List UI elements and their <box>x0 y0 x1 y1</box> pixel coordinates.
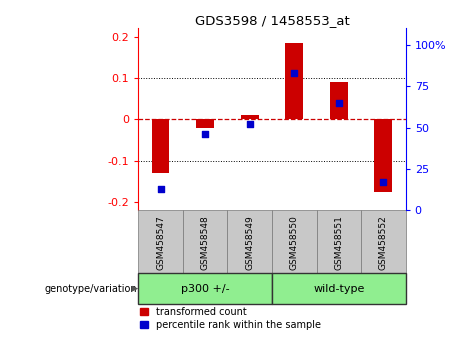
Bar <box>272 210 317 273</box>
Text: GSM458549: GSM458549 <box>245 215 254 270</box>
Point <box>335 100 343 105</box>
Bar <box>285 43 303 119</box>
Point <box>380 179 387 185</box>
Bar <box>317 210 361 273</box>
Point <box>201 131 209 137</box>
Text: genotype/variation: genotype/variation <box>45 284 137 293</box>
Title: GDS3598 / 1458553_at: GDS3598 / 1458553_at <box>195 14 349 27</box>
Bar <box>152 119 170 173</box>
Bar <box>361 210 406 273</box>
Bar <box>374 119 392 192</box>
Bar <box>196 119 214 128</box>
Bar <box>138 273 272 304</box>
Point <box>290 70 298 76</box>
Bar <box>138 210 183 273</box>
Text: GSM458551: GSM458551 <box>334 215 343 270</box>
Bar <box>330 82 348 119</box>
Bar <box>227 210 272 273</box>
Bar <box>272 273 406 304</box>
Point <box>246 121 254 127</box>
Text: GSM458550: GSM458550 <box>290 215 299 270</box>
Point <box>157 186 164 192</box>
Text: GSM458552: GSM458552 <box>379 215 388 270</box>
Bar <box>183 210 227 273</box>
Text: GSM458548: GSM458548 <box>201 215 210 270</box>
Text: GSM458547: GSM458547 <box>156 215 165 270</box>
Text: wild-type: wild-type <box>313 284 365 293</box>
Legend: transformed count, percentile rank within the sample: transformed count, percentile rank withi… <box>141 307 321 330</box>
Text: p300 +/-: p300 +/- <box>181 284 230 293</box>
Bar <box>241 115 259 119</box>
